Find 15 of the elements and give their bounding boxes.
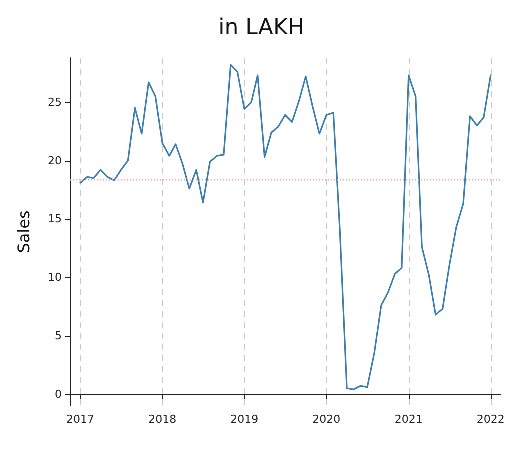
line-series xyxy=(80,64,492,390)
y-tick-label: 25 xyxy=(48,96,62,109)
x-tick-label: 2022 xyxy=(476,413,505,426)
x-tick-label: 2018 xyxy=(148,413,177,426)
y-tick-label: 0 xyxy=(55,388,62,401)
y-axis-title: Sales xyxy=(14,210,34,254)
x-tick-label: 2021 xyxy=(394,413,423,426)
x-tick-label: 2019 xyxy=(230,413,259,426)
x-tick-label: 2017 xyxy=(66,413,95,426)
y-tick-label: 15 xyxy=(48,212,62,226)
y-tick-label: 10 xyxy=(48,271,62,284)
y-tick-label: 5 xyxy=(55,329,62,342)
chart-title: in LAKH xyxy=(218,16,304,40)
y-tick-label: 20 xyxy=(48,154,62,168)
x-tick-label: 2020 xyxy=(312,413,341,426)
